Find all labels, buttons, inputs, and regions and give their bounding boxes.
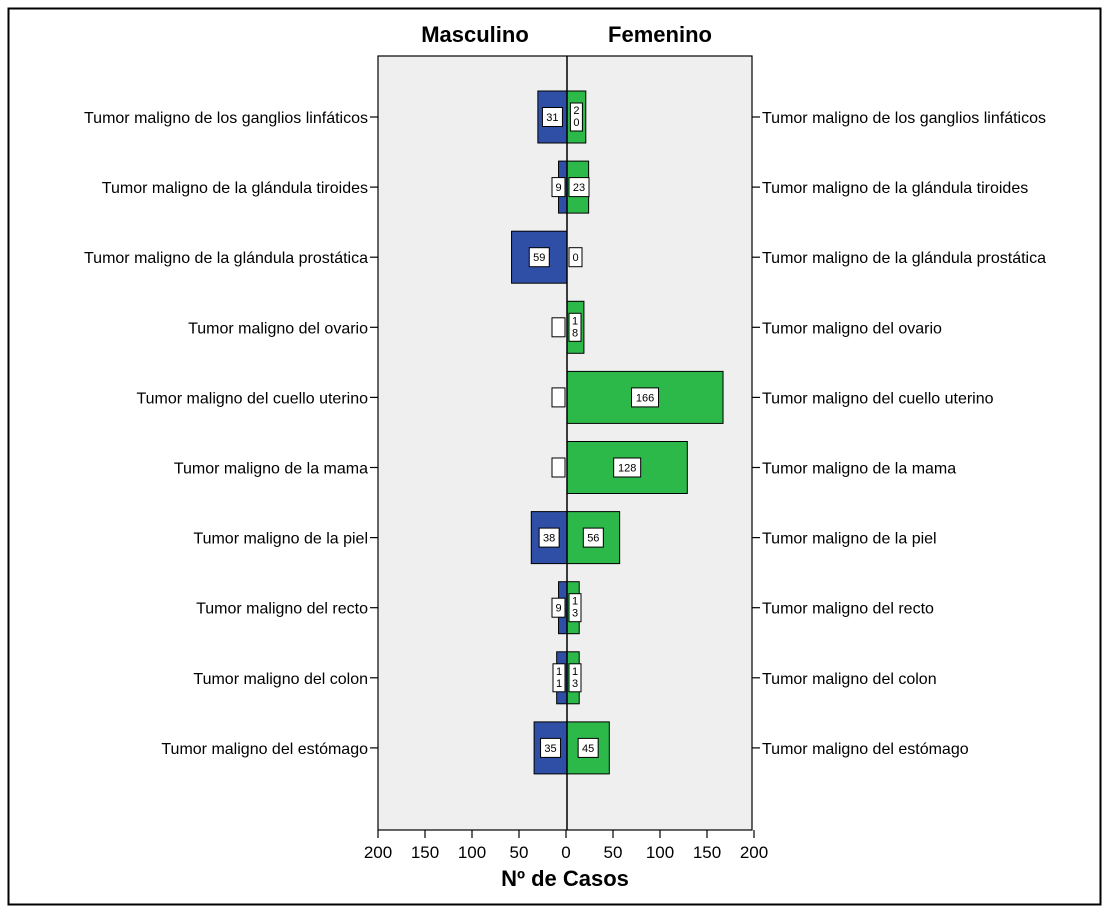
category-label-left-8: Tumor maligno del colon [193,671,368,688]
data-label-masculino-7: 9 [551,597,566,618]
svg-text:0: 0 [573,117,579,129]
x-tick-label-2: 100 [458,843,486,862]
category-label-right-9: Tumor maligno del estómago [762,741,969,758]
data-label-femenino-9: 45 [577,737,599,758]
data-label-femenino-4: 166 [631,387,660,408]
x-tick-label-3: 50 [510,843,529,862]
category-label-left-4: Tumor maligno del cuello uterino [136,390,368,407]
bar-masculino-2 [511,230,568,284]
data-label-masculino-4 [551,387,566,408]
data-label-masculino-8: 11 [552,663,566,693]
data-label-femenino-7: 13 [568,593,582,623]
x-ticks-layer: 200 150 100 50 0 50 100 150 200 [364,830,768,862]
data-label-femenino-2: 0 [568,247,583,268]
category-label-left-9: Tumor maligno del estómago [161,741,368,758]
x-tick-label-6: 100 [646,843,674,862]
category-label-left-5: Tumor maligno de la mama [174,461,368,478]
svg-text:35: 35 [544,743,556,755]
data-label-masculino-2: 59 [528,247,550,268]
svg-text:38: 38 [543,533,555,545]
category-label-right-4: Tumor maligno del cuello uterino [762,390,994,407]
x-tick-label-1: 150 [411,843,439,862]
legend-masculino: Masculino [421,22,529,47]
category-label-right-5: Tumor maligno de la mama [762,461,956,478]
category-label-left-2: Tumor maligno de la glándula prostática [84,250,368,267]
data-label-femenino-6: 56 [582,527,604,548]
category-label-left-0: Tumor maligno de los ganglios linfáticos [84,110,368,127]
category-label-left-1: Tumor maligno de la glándula tiroides [102,180,368,197]
x-tick-label-4: 0 [561,843,570,862]
category-label-right-3: Tumor maligno del ovario [762,320,942,337]
category-label-left-7: Tumor maligno del recto [196,601,368,618]
svg-text:1: 1 [556,666,562,678]
svg-text:31: 31 [546,112,558,124]
svg-text:1: 1 [572,666,578,678]
data-label-masculino-3 [551,317,566,338]
data-label-femenino-1: 23 [568,177,590,198]
svg-text:3: 3 [572,678,578,690]
data-label-masculino-0: 31 [541,107,563,127]
svg-text:166: 166 [636,392,654,404]
data-label-masculino-6: 38 [538,527,560,548]
x-tick-label-7: 150 [693,843,721,862]
data-label-femenino-5: 128 [613,457,642,478]
x-tick-label-0: 200 [364,843,392,862]
category-label-right-8: Tumor maligno del colon [762,671,937,688]
category-label-right-6: Tumor maligno de la piel [762,531,937,548]
data-label-masculino-1: 9 [551,177,566,198]
category-label-right-7: Tumor maligno del recto [762,601,934,618]
svg-text:8: 8 [572,327,578,339]
svg-text:3: 3 [572,608,578,620]
svg-text:1: 1 [556,678,562,690]
svg-text:9: 9 [555,182,561,194]
legend-femenino: Femenino [608,22,712,47]
svg-text:45: 45 [582,743,594,755]
category-label-left-6: Tumor maligno de la piel [193,531,368,548]
svg-text:0: 0 [572,252,578,264]
svg-text:23: 23 [573,182,585,194]
data-label-masculino-5 [551,457,566,478]
svg-text:1: 1 [572,596,578,608]
category-label-right-2: Tumor maligno de la glándula prostática [762,250,1046,267]
svg-text:128: 128 [618,463,636,475]
svg-text:9: 9 [555,603,561,615]
x-tick-label-8: 200 [740,843,768,862]
category-label-right-0: Tumor maligno de los ganglios linfáticos [762,110,1046,127]
category-labels-layer: Tumor maligno de los ganglios linfáticos… [84,110,1046,758]
svg-text:2: 2 [573,105,579,117]
bar-femenino-6 [566,511,621,565]
data-label-femenino-8: 13 [568,663,582,693]
category-label-right-1: Tumor maligno de la glándula tiroides [762,180,1028,197]
data-label-femenino-3: 18 [568,312,582,342]
category-label-left-3: Tumor maligno del ovario [188,320,368,337]
x-axis-title: Nº de Casos [501,866,629,891]
data-label-femenino-0: 20 [569,102,583,132]
svg-text:59: 59 [533,252,545,264]
x-tick-label-5: 50 [604,843,623,862]
data-label-masculino-9: 35 [540,737,562,758]
svg-text:1: 1 [572,315,578,327]
svg-text:56: 56 [587,533,599,545]
